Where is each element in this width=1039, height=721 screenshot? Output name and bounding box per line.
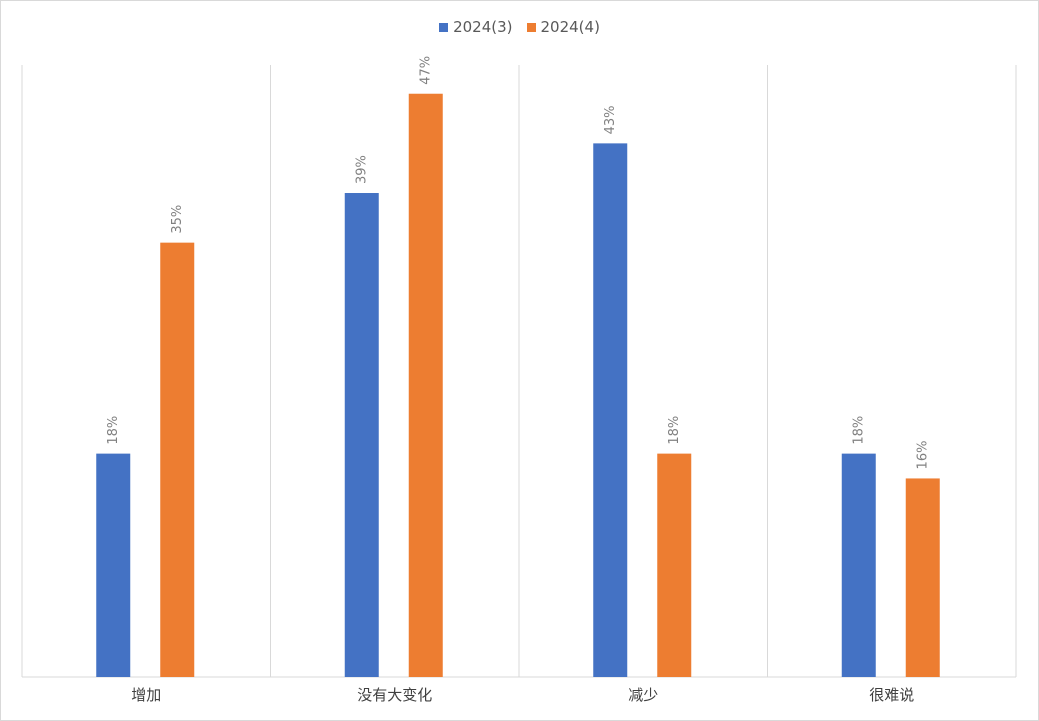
category-label: 增加 <box>131 686 161 704</box>
data-label: 18% <box>667 416 682 445</box>
legend-label-series-2: 2024(4) <box>540 18 600 36</box>
bar-1-3 <box>593 143 628 677</box>
data-label: 16% <box>916 441 931 470</box>
bar-2-1 <box>160 242 195 677</box>
data-label: 35% <box>170 205 185 234</box>
data-label: 39% <box>355 155 370 184</box>
legend-item-series-1: 2024(3) <box>439 18 513 36</box>
bar-1-2 <box>344 193 379 677</box>
data-label: 47% <box>419 56 434 85</box>
bar-1-4 <box>841 453 876 677</box>
data-label: 43% <box>603 105 618 134</box>
category-label: 没有大变化 <box>357 686 432 704</box>
category-label: 减少 <box>628 686 658 704</box>
data-label: 18% <box>106 416 121 445</box>
bar-2-4 <box>905 478 940 677</box>
legend-item-series-2: 2024(4) <box>526 18 600 36</box>
bar-1-1 <box>96 453 131 677</box>
bar-2-2 <box>408 93 443 678</box>
legend-swatch-series-2 <box>526 22 536 32</box>
legend-swatch-series-1 <box>439 22 449 32</box>
data-label: 18% <box>852 416 867 445</box>
legend: 2024(3) 2024(4) <box>0 18 1039 36</box>
legend-label-series-1: 2024(3) <box>453 18 513 36</box>
category-label: 很难说 <box>869 686 914 704</box>
bar-2-3 <box>657 453 692 677</box>
